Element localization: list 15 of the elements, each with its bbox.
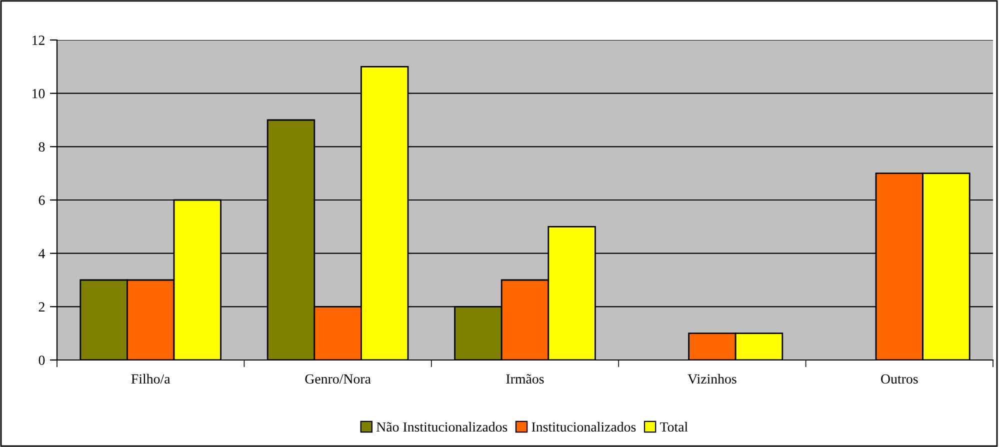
x-tick-label: Outros <box>881 374 918 384</box>
legend-label: Não Institucionalizados <box>376 422 508 432</box>
y-tick-label: 8 <box>38 142 45 152</box>
y-tick-label: 0 <box>38 356 45 365</box>
x-tick-label: Vizinhos <box>688 374 736 384</box>
y-tick-label: 2 <box>38 302 44 312</box>
legend-label: Total <box>660 422 688 432</box>
y-tick-label: 12 <box>32 36 44 45</box>
y-tick-label: 4 <box>38 249 45 258</box>
legend-label: Institucionalizados <box>532 422 636 432</box>
y-tick-label: 6 <box>38 196 45 205</box>
x-tick-label: Genro/Nora <box>305 374 371 384</box>
x-tick-label: Irmãos <box>506 374 544 384</box>
y-tick-label: 10 <box>32 88 45 98</box>
x-tick-label: Filho/a <box>131 374 170 384</box>
